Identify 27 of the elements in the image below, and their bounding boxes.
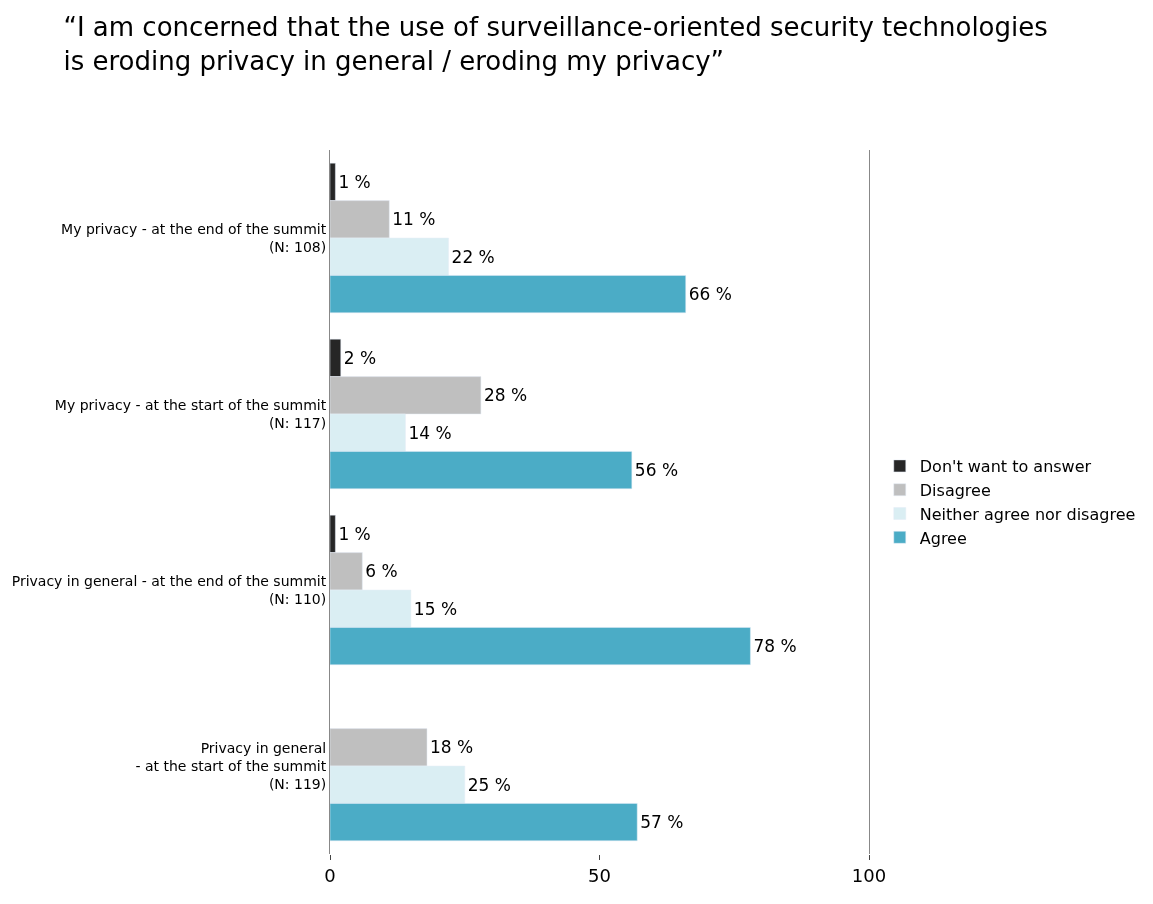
data-label: 28 % xyxy=(483,385,528,406)
y-tick-label: Privacy in general - at the start of the summit (N: 119) xyxy=(135,739,327,793)
x-tick-label: 50 xyxy=(588,864,611,886)
data-label: 15 % xyxy=(413,598,458,619)
data-label: 66 % xyxy=(688,284,732,305)
data-label: 25 % xyxy=(467,774,511,795)
y-tick-label: My privacy - at the start of the summit (N: 117) xyxy=(54,396,327,431)
x-tick-label: 100 xyxy=(851,864,887,886)
data-label: 2 % xyxy=(343,347,377,368)
data-label: 22 % xyxy=(451,246,495,267)
data-label: 1 % xyxy=(338,171,371,192)
y-tick-label: My privacy - at the end of the summit (N: 108) xyxy=(61,220,327,255)
chart-title: “I am concerned that the use of surveillance-oriented security technologies is eroding privacy in general / eroding my privacy” xyxy=(63,12,1048,76)
data-label: 57 % xyxy=(640,812,684,833)
data-label: 1 % xyxy=(338,523,371,544)
data-label: 18 % xyxy=(430,737,474,758)
data-label: 56 % xyxy=(634,460,679,481)
x-tick-label: 0 xyxy=(324,864,336,886)
data-label: 6 % xyxy=(365,561,398,582)
y-tick-label: Privacy in general - at the end of the summit (N: 110) xyxy=(11,572,327,607)
legend-label: Disagree xyxy=(919,480,991,500)
legend-label: Agree xyxy=(919,528,967,548)
data-label: 14 % xyxy=(408,422,452,443)
data-label: 78 % xyxy=(753,636,797,657)
legend-label: Neither agree nor disagree xyxy=(919,504,1136,524)
data-label: 11 % xyxy=(392,209,436,230)
legend-label: Don't want to answer xyxy=(919,457,1092,477)
